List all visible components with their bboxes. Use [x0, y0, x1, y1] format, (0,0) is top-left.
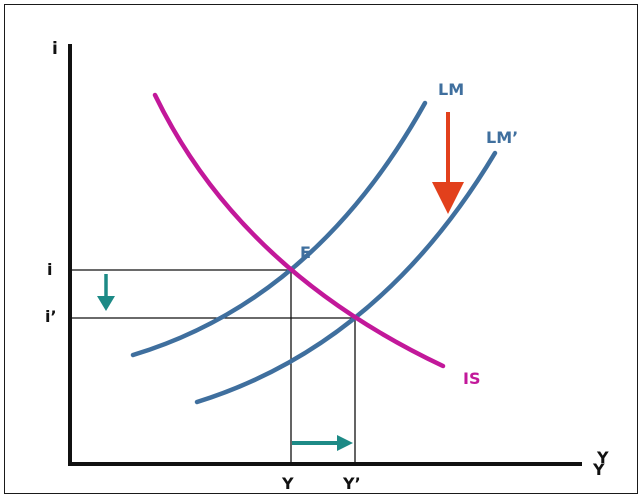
x-axis-label: Y [596, 448, 609, 467]
lm-prime-curve [194, 150, 498, 405]
interest-level-i-label: i [47, 260, 52, 279]
equilibrium-point-label: E [300, 243, 311, 262]
interest-fall-arrow-head [97, 296, 115, 311]
lm-curve [130, 100, 428, 358]
x-axis-label-secondary: Y [592, 460, 605, 479]
interest-level-i-prime-label: i’ [45, 307, 57, 326]
output-level-y-prime-label: Y’ [342, 474, 361, 493]
lm-prime-label: LM’ [486, 128, 518, 147]
is-curve [152, 92, 446, 369]
is-label: IS [463, 369, 480, 388]
diagram-frame [4, 4, 638, 494]
lm-label: LM [438, 80, 464, 99]
output-level-y-label: Y [281, 474, 294, 493]
output-rise-arrow-head [337, 435, 353, 451]
y-axis-label: i [52, 39, 58, 59]
